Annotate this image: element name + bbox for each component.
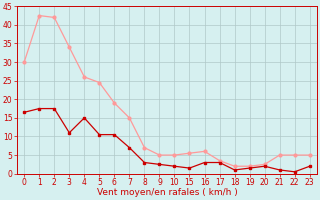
X-axis label: Vent moyen/en rafales ( km/h ): Vent moyen/en rafales ( km/h ) xyxy=(97,188,237,197)
